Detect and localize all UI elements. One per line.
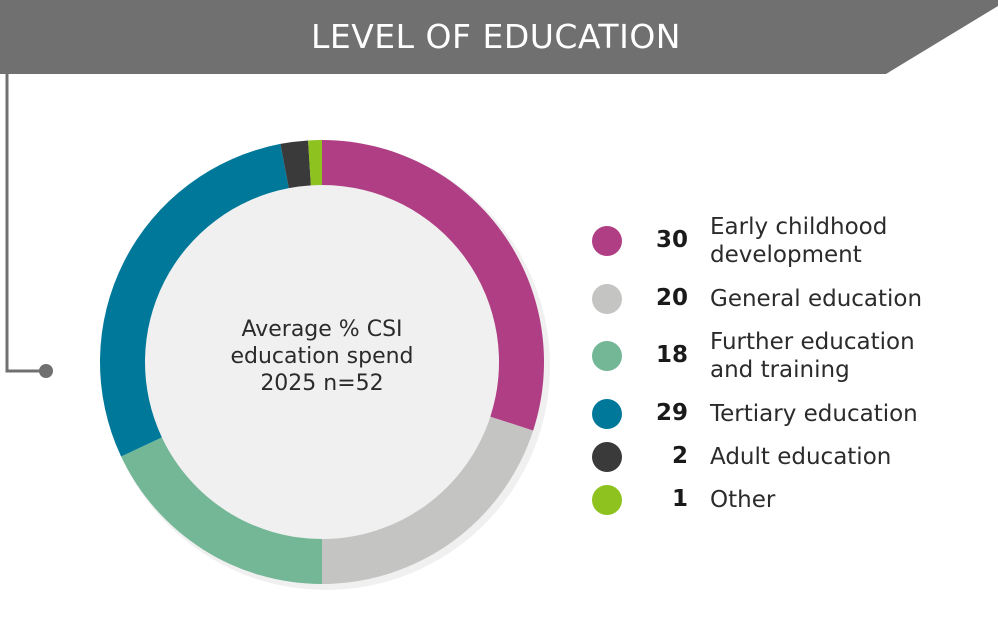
donut-slice <box>280 140 311 189</box>
legend-item: 1 Other <box>592 485 992 515</box>
legend-value: 20 <box>655 285 688 311</box>
legend-label: Early childhood development <box>710 213 990 269</box>
center-label-line: education spend <box>230 344 414 369</box>
legend-item: 29 Tertiary education <box>592 399 992 429</box>
legend-label: Tertiary education <box>710 400 990 428</box>
legend-value: 1 <box>671 486 688 512</box>
legend-value: 30 <box>655 227 688 253</box>
legend-value: 18 <box>655 342 688 368</box>
legend-label-line: development <box>710 242 862 268</box>
legend: 30 Early childhood development 20 General ed… <box>592 0 992 625</box>
legend-swatch <box>592 399 622 429</box>
title-banner <box>0 0 998 74</box>
legend-label-line: Other <box>710 487 776 513</box>
legend-label-line: Tertiary education <box>710 401 918 427</box>
legend-item: 20 General education <box>592 284 992 314</box>
legend-label: Adult education <box>710 443 990 471</box>
legend-swatch <box>592 485 622 515</box>
legend-label-line: Further education <box>710 329 915 355</box>
legend-item: 30 Early childhood development <box>592 213 992 269</box>
donut-center-label: Average % CSI education spend 2025 n=52 <box>197 316 447 397</box>
donut-slice <box>322 140 544 431</box>
legend-swatch <box>592 226 622 256</box>
center-label-line: 2025 n=52 <box>260 371 384 396</box>
page-title: LEVEL OF EDUCATION <box>310 17 681 56</box>
donut-shadow <box>102 142 550 590</box>
center-label-line: Average % CSI <box>241 317 403 342</box>
legend-label-line: and training <box>710 357 850 383</box>
legend-label: Other <box>710 486 990 514</box>
donut-slice <box>308 140 322 186</box>
legend-item: 2 Adult education <box>592 442 992 472</box>
connector-line <box>5 74 44 373</box>
legend-swatch <box>592 284 622 314</box>
legend-swatch <box>592 341 622 371</box>
legend-label: Further education and training <box>710 328 990 384</box>
legend-label-line: General education <box>710 286 923 312</box>
donut-slice <box>121 437 323 584</box>
legend-label-line: Early childhood <box>710 214 888 240</box>
legend-value: 2 <box>671 443 688 469</box>
donut-slice <box>322 416 534 584</box>
legend-item: 18 Further education and training <box>592 328 992 384</box>
connector-dot <box>39 364 53 378</box>
legend-label-line: Adult education <box>710 444 892 470</box>
donut-slice <box>99 143 289 457</box>
legend-swatch <box>592 442 622 472</box>
legend-value: 29 <box>655 400 688 426</box>
legend-label: General education <box>710 285 990 313</box>
